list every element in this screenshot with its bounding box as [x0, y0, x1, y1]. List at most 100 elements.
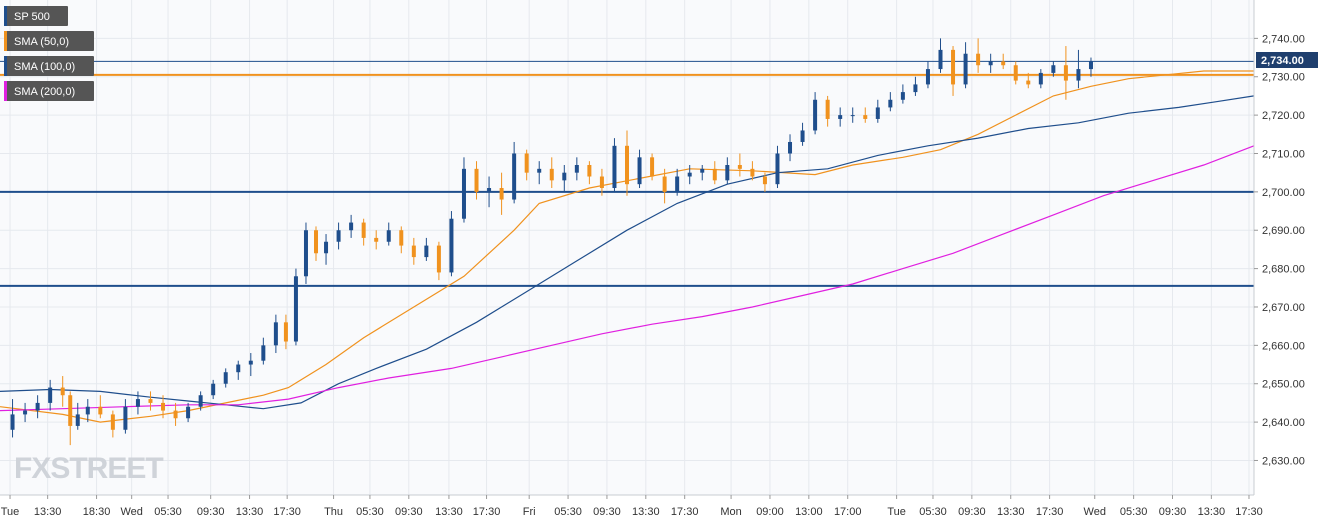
candle	[110, 410, 115, 438]
x-tick-label: 09:00	[756, 506, 784, 518]
y-tick-label: 2,720.00	[1262, 110, 1305, 122]
candle	[1063, 46, 1068, 100]
sma-200-line	[0, 145, 1255, 412]
candle	[248, 353, 253, 377]
candle-body	[361, 222, 366, 238]
candle-body	[35, 402, 40, 411]
watermark: FXSTREET	[14, 452, 163, 485]
legend-item-box	[4, 81, 94, 101]
candle-body	[951, 49, 956, 85]
candle-body	[587, 165, 592, 177]
candle-body	[283, 322, 288, 342]
candle	[499, 172, 504, 215]
candle-body	[474, 168, 479, 192]
candle-body	[875, 107, 880, 119]
candle	[283, 314, 288, 350]
candle	[135, 391, 140, 415]
x-tick-label: Wed	[1084, 506, 1106, 518]
x-tick-label: 17:30	[473, 506, 501, 518]
candle-body	[436, 245, 441, 273]
candle	[775, 145, 780, 189]
candle-body	[123, 406, 128, 430]
x-tick-label: 17:30	[1036, 506, 1064, 518]
candle	[474, 161, 479, 200]
candle-body	[1076, 69, 1081, 81]
candle	[123, 399, 128, 434]
candle-body	[850, 115, 855, 117]
candle	[173, 402, 178, 426]
candle-body	[293, 276, 298, 342]
candle	[211, 379, 216, 400]
candle	[324, 234, 329, 265]
legend-item-label: SMA (200,0)	[14, 86, 75, 98]
candle	[599, 168, 604, 196]
candle	[98, 395, 103, 419]
candle	[574, 157, 579, 181]
candle	[1026, 72, 1031, 89]
legend-item: SP 500	[4, 6, 68, 26]
legend-item-swatch	[4, 81, 7, 101]
x-tick-label: 17:30	[671, 506, 699, 518]
candle	[10, 399, 15, 438]
candle-body	[825, 99, 830, 119]
candle	[148, 391, 153, 411]
candle-body	[85, 406, 90, 415]
candle-body	[198, 395, 203, 407]
candle-body	[813, 99, 818, 131]
candle-body	[562, 172, 567, 181]
candle	[675, 168, 680, 196]
candle-body	[236, 364, 241, 373]
y-tick-label: 2,670.00	[1262, 302, 1305, 314]
candle-body	[349, 222, 354, 231]
candle-body	[612, 145, 617, 189]
legend-item-swatch	[4, 56, 7, 76]
legend-item-box	[4, 56, 94, 76]
candle-body	[838, 115, 843, 119]
candle	[650, 153, 655, 181]
candle	[236, 360, 241, 380]
candle-body	[1051, 65, 1056, 73]
legend-item-label: SMA (50,0)	[14, 36, 69, 48]
candle	[750, 161, 755, 181]
candle	[951, 46, 956, 96]
candle-body	[1013, 65, 1018, 81]
candle	[976, 38, 981, 73]
candle-body	[800, 130, 805, 142]
x-tick-label: 09:30	[593, 506, 621, 518]
y-tick-label: 2,630.00	[1262, 455, 1305, 467]
y-tick-label: 2,730.00	[1262, 72, 1305, 84]
candle	[612, 138, 617, 192]
candle-body	[1038, 72, 1043, 85]
candle	[48, 379, 53, 411]
x-tick-label: 13:30	[1198, 506, 1226, 518]
candle-body	[386, 230, 391, 242]
candle-body	[23, 410, 28, 415]
candles	[10, 38, 1093, 446]
candle	[838, 107, 843, 127]
candle-body	[900, 92, 905, 100]
candle	[587, 161, 592, 185]
legend-item: SMA (100,0)	[4, 56, 94, 76]
x-tick-label: Wed	[120, 506, 142, 518]
candle	[1013, 61, 1018, 85]
candle	[925, 61, 930, 89]
candle-body	[148, 399, 153, 403]
x-tick-label: 13:30	[997, 506, 1025, 518]
candle-body	[662, 176, 667, 192]
candle	[198, 391, 203, 411]
candle	[549, 157, 554, 189]
candle	[68, 391, 73, 446]
candle	[1001, 53, 1006, 70]
candle-body	[211, 383, 216, 396]
candle	[988, 53, 993, 73]
candle	[349, 214, 354, 238]
candle	[512, 141, 517, 204]
candle	[888, 92, 893, 112]
candle	[1038, 69, 1043, 89]
candle	[875, 99, 880, 123]
x-tick-label: 13:00	[795, 506, 823, 518]
candle-body	[75, 414, 80, 426]
candle-body	[725, 165, 730, 181]
candle	[712, 161, 717, 185]
